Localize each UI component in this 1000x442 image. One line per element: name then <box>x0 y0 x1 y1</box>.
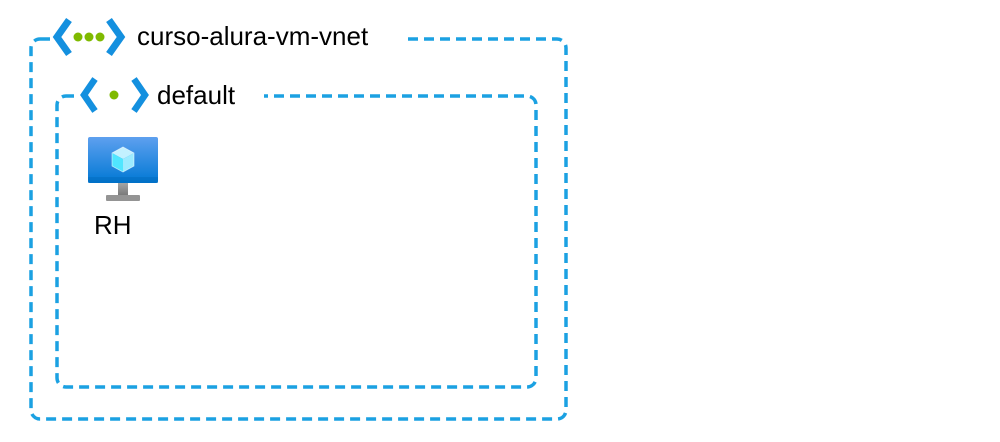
subnet-name-label: default <box>157 82 242 108</box>
subnet-icon <box>80 77 149 113</box>
subnet-container <box>55 94 538 389</box>
vm-name-label: RH <box>94 210 132 240</box>
vnet-name-label: curso-alura-vm-vnet <box>137 23 373 49</box>
virtual-machine-icon <box>88 137 158 201</box>
virtual-network-icon <box>52 17 126 57</box>
subnet-boundary <box>55 94 538 389</box>
